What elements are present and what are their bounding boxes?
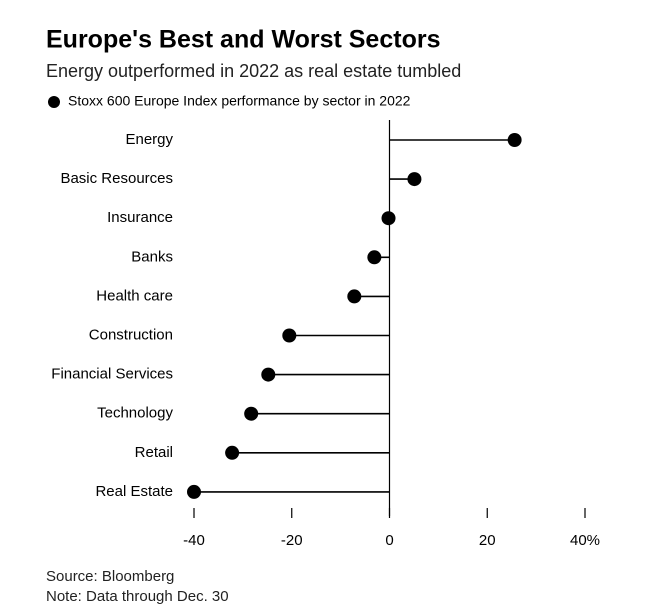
category-label: Basic Resources: [60, 170, 173, 187]
note: Note: Data through Dec. 30: [46, 588, 229, 605]
category-label: Health care: [96, 287, 173, 304]
x-tick-label: 0: [385, 532, 393, 549]
chart-title: Europe's Best and Worst Sectors: [46, 26, 440, 54]
legend-label: Stoxx 600 Europe Index performance by se…: [68, 93, 411, 109]
category-label: Construction: [89, 326, 173, 343]
dot: [381, 211, 396, 226]
dot: [225, 445, 240, 460]
dot: [261, 367, 276, 382]
category-label: Energy: [125, 131, 173, 148]
x-tick-label: 20: [479, 532, 496, 549]
chart-subtitle: Energy outperformed in 2022 as real esta…: [46, 61, 461, 81]
category-label: Insurance: [107, 209, 173, 226]
category-label: Banks: [131, 248, 173, 265]
category-label: Technology: [97, 405, 173, 422]
dot: [282, 328, 297, 343]
dot: [507, 133, 522, 147]
source: Source: Bloomberg: [46, 568, 174, 585]
legend-marker: [48, 96, 60, 108]
dot: [367, 250, 382, 265]
dot: [244, 406, 259, 421]
dot: [407, 172, 422, 187]
dot: [187, 484, 201, 499]
x-tick-label: 40%: [570, 532, 600, 549]
category-label: Financial Services: [51, 366, 173, 383]
dot: [347, 289, 362, 304]
x-tick-label: -40: [183, 532, 205, 549]
x-tick-label: -20: [281, 532, 303, 549]
category-label: Retail: [135, 444, 173, 461]
category-label: Real Estate: [95, 483, 173, 500]
